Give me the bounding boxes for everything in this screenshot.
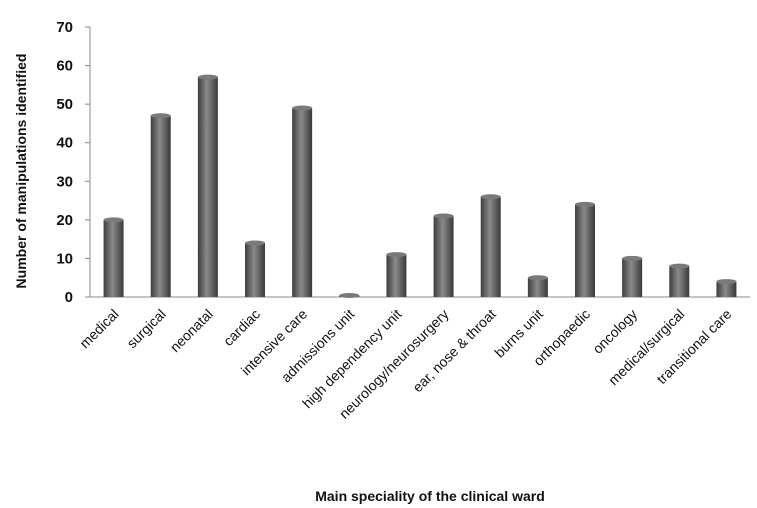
- bar: [103, 217, 124, 297]
- bar-cap: [339, 293, 360, 298]
- bar-body: [575, 204, 595, 297]
- bar-body: [292, 108, 313, 297]
- y-tick-label: 60: [56, 58, 73, 75]
- y-tick-label: 10: [56, 250, 73, 267]
- x-tick-label: ear, nose & throat: [409, 306, 499, 396]
- bar-body: [527, 277, 548, 297]
- bar-body: [150, 115, 171, 297]
- bars-group: [103, 74, 737, 298]
- x-axis-title: Main speciality of the clinical ward: [315, 488, 545, 504]
- bar-cap: [197, 74, 218, 80]
- bar-body: [386, 254, 407, 297]
- bar-cap: [669, 263, 690, 269]
- bar-cap: [150, 113, 171, 119]
- bar-cap: [480, 194, 501, 200]
- x-tick-label: medical: [76, 306, 121, 351]
- y-tick-label: 40: [56, 135, 73, 152]
- bar: [292, 105, 313, 297]
- bar: [245, 240, 265, 297]
- bar: [433, 213, 454, 297]
- bar-body: [622, 258, 643, 297]
- bar: [339, 293, 360, 298]
- bar-body: [480, 196, 501, 297]
- bar-cap: [716, 279, 737, 285]
- x-tick-label: cardiac: [220, 306, 263, 349]
- y-axis-title: Number of manipulations identified: [13, 54, 29, 289]
- bar-body: [669, 266, 690, 297]
- bar: [386, 252, 407, 297]
- y-axis: 0 10 20 30 40 50 60 70: [56, 19, 91, 306]
- y-tick-label: 0: [65, 289, 73, 306]
- bar-cap: [292, 105, 313, 111]
- bar-cap: [622, 255, 643, 261]
- y-tick-label: 70: [56, 19, 73, 36]
- bar-cap: [575, 201, 595, 207]
- bar-cap: [245, 240, 265, 246]
- bar-cap: [527, 275, 548, 281]
- bar: [480, 194, 501, 297]
- y-tick-label: 50: [56, 96, 73, 113]
- y-tick-label: 30: [56, 173, 73, 190]
- bar-cap: [103, 217, 124, 223]
- bar-body: [716, 281, 737, 297]
- bar-cap: [386, 252, 407, 258]
- bar-body: [197, 77, 218, 298]
- bar: [197, 74, 218, 298]
- x-tick-label: surgical: [123, 306, 168, 351]
- bar-body: [103, 219, 124, 297]
- bar: [716, 279, 737, 297]
- x-tick-label: neonatal: [167, 306, 216, 355]
- y-tick-label: 20: [56, 212, 73, 229]
- bar: [150, 113, 171, 297]
- bar-body: [433, 216, 454, 297]
- bar-body: [245, 243, 265, 297]
- bar: [575, 201, 595, 297]
- bar: [669, 263, 690, 297]
- bar-cap: [433, 213, 454, 219]
- bar: [622, 255, 643, 297]
- bar: [527, 275, 548, 297]
